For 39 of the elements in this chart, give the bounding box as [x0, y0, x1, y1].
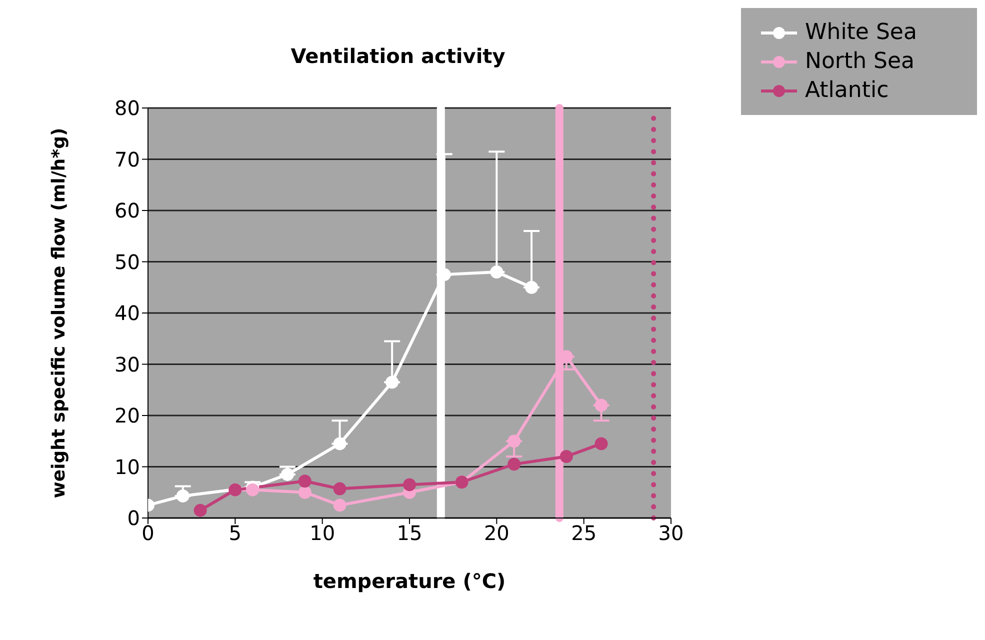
chart-title: Ventilation activity: [290, 44, 506, 68]
point: [333, 498, 346, 512]
point: [176, 489, 190, 502]
y-tick-label: 10: [114, 454, 140, 479]
legend-label: Atlantic: [805, 78, 889, 103]
y-tick-label: 40: [114, 301, 140, 326]
point: [194, 504, 207, 517]
legend-label: North Sea: [805, 49, 915, 74]
y-tick-label: 0: [127, 506, 140, 530]
point: [333, 482, 346, 496]
x-tick-label: 25: [571, 521, 597, 546]
point: [594, 437, 608, 450]
point: [280, 468, 294, 481]
x-axis-title: temperature (°C): [313, 569, 506, 593]
point: [525, 280, 538, 294]
point: [508, 458, 521, 471]
point: [594, 398, 608, 412]
point: [298, 486, 312, 499]
x-tick-label: 15: [396, 521, 422, 546]
x-tick-label: 20: [484, 521, 510, 546]
x-tick-label: 5: [228, 521, 242, 546]
point: [298, 474, 312, 488]
legend-label: White Sea: [805, 20, 917, 45]
y-tick-label: 30: [114, 352, 140, 376]
y-tick-label: 60: [114, 198, 140, 223]
y-tick-label: 50: [114, 250, 140, 274]
x-tick-label: 10: [310, 521, 336, 546]
y-axis-title: weight specific volume flow (ml/h*g): [48, 128, 70, 498]
x-tick-label: 30: [658, 521, 684, 546]
y-tick-label: 80: [114, 96, 140, 120]
y-tick-label: 20: [114, 404, 140, 428]
point: [508, 434, 521, 448]
point: [560, 450, 573, 463]
point: [490, 266, 504, 278]
point: [333, 437, 346, 450]
point: [403, 478, 416, 492]
point: [386, 376, 399, 389]
point: [246, 483, 260, 496]
y-tick-label: 70: [114, 147, 140, 172]
